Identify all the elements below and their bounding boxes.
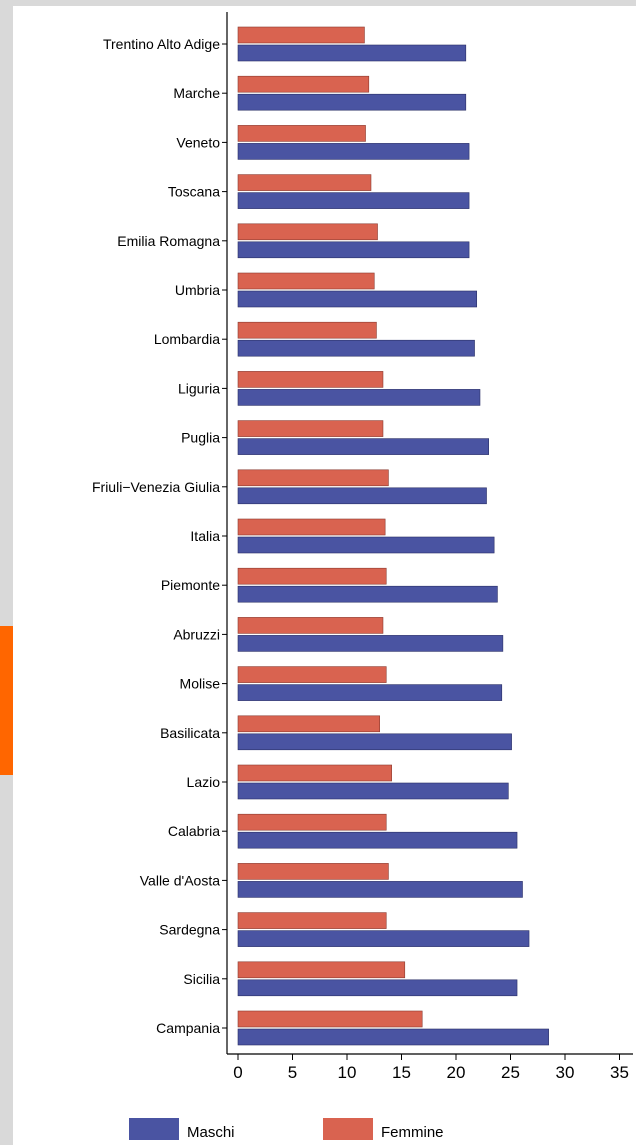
y-tick-label: Sardegna (159, 922, 220, 938)
bar-maschi (237, 831, 518, 849)
bars-layer (237, 26, 549, 1046)
bar-femmine (237, 125, 366, 142)
bar-femmine (237, 321, 377, 339)
bar-femmine (237, 764, 392, 782)
bar-maschi (237, 241, 470, 259)
y-tick-label: Toscana (168, 184, 220, 200)
bar-femmine (237, 813, 387, 831)
bar-femmine (237, 371, 384, 388)
y-tick-label: Campania (156, 1020, 220, 1036)
bar-maschi (237, 585, 498, 603)
y-tick-label: Emilia Romagna (117, 233, 220, 249)
bar-maschi (237, 684, 503, 701)
legend: Maschi Femmine (129, 1118, 444, 1141)
y-axis: Trentino Alto Adige Marche Veneto Toscana Em… (92, 12, 228, 1054)
bar-femmine (237, 469, 389, 487)
bar-maschi (237, 635, 504, 652)
bar-maschi (237, 536, 495, 554)
bar-maschi (237, 782, 509, 800)
bar-femmine (237, 715, 380, 733)
x-tick-label: 30 (556, 1063, 575, 1082)
bar-maschi (237, 1028, 549, 1046)
legend-label: Femmine (381, 1124, 444, 1141)
y-tick-label: Puglia (181, 430, 220, 446)
bar-femmine (237, 912, 387, 929)
legend-label: Maschi (187, 1124, 235, 1141)
y-tick-label: Lazio (187, 774, 221, 790)
bar-maschi (237, 143, 470, 160)
bar-femmine (237, 518, 386, 536)
bar-maschi (237, 733, 512, 751)
x-tick-label: 0 (233, 1063, 242, 1082)
bar-femmine (237, 1010, 423, 1028)
y-tick-label: Molise (180, 676, 221, 692)
x-axis: 0 5 10 15 20 25 30 35 (227, 1053, 633, 1082)
x-tick-label: 35 (610, 1063, 629, 1082)
bar-femmine (237, 617, 384, 634)
y-tick-label: Trentino Alto Adige (103, 36, 220, 52)
y-tick-label: Abruzzi (173, 626, 220, 642)
x-tick-label: 15 (392, 1063, 411, 1082)
bar-femmine (237, 567, 387, 585)
bar-femmine (237, 75, 370, 93)
x-tick-label: 5 (288, 1063, 297, 1082)
bar-maschi (237, 930, 530, 947)
bar-femmine (237, 272, 375, 290)
y-tick-label: Sicilia (183, 971, 220, 987)
bar-femmine (237, 26, 365, 44)
y-tick-label: Basilicata (160, 725, 220, 741)
bar-femmine (237, 223, 378, 241)
x-tick-label: 20 (447, 1063, 466, 1082)
y-tick-label: Veneto (176, 134, 220, 150)
y-tick-label: Liguria (178, 380, 220, 396)
bar-maschi (237, 438, 489, 455)
bar-maschi (237, 881, 523, 898)
bar-femmine (237, 666, 387, 683)
y-tick-label: Calabria (168, 823, 220, 839)
x-tick-label: 25 (501, 1063, 520, 1082)
y-tick-label: Marche (173, 85, 220, 101)
bar-maschi (237, 44, 467, 62)
y-tick-label: Italia (190, 528, 220, 544)
x-tick-label: 10 (338, 1063, 357, 1082)
y-tick-label: Umbria (175, 282, 220, 298)
bar-femmine (237, 420, 384, 437)
legend-swatch (323, 1118, 373, 1140)
bar-maschi (237, 389, 481, 406)
bar-maschi (237, 979, 518, 997)
bar-maschi (237, 487, 487, 505)
y-tick-label: Valle d'Aosta (140, 872, 220, 888)
bar-maschi (237, 192, 470, 209)
bar-maschi (237, 93, 467, 111)
bar-femmine (237, 174, 372, 191)
bar-maschi (237, 339, 475, 357)
y-tick-label: Friuli−Venezia Giulia (92, 479, 220, 495)
y-tick-label: Lombardia (154, 331, 220, 347)
bar-femmine (237, 961, 406, 979)
y-tick-label: Piemonte (161, 577, 220, 593)
bar-maschi (237, 290, 478, 308)
bar-femmine (237, 863, 389, 880)
legend-swatch (129, 1118, 179, 1140)
